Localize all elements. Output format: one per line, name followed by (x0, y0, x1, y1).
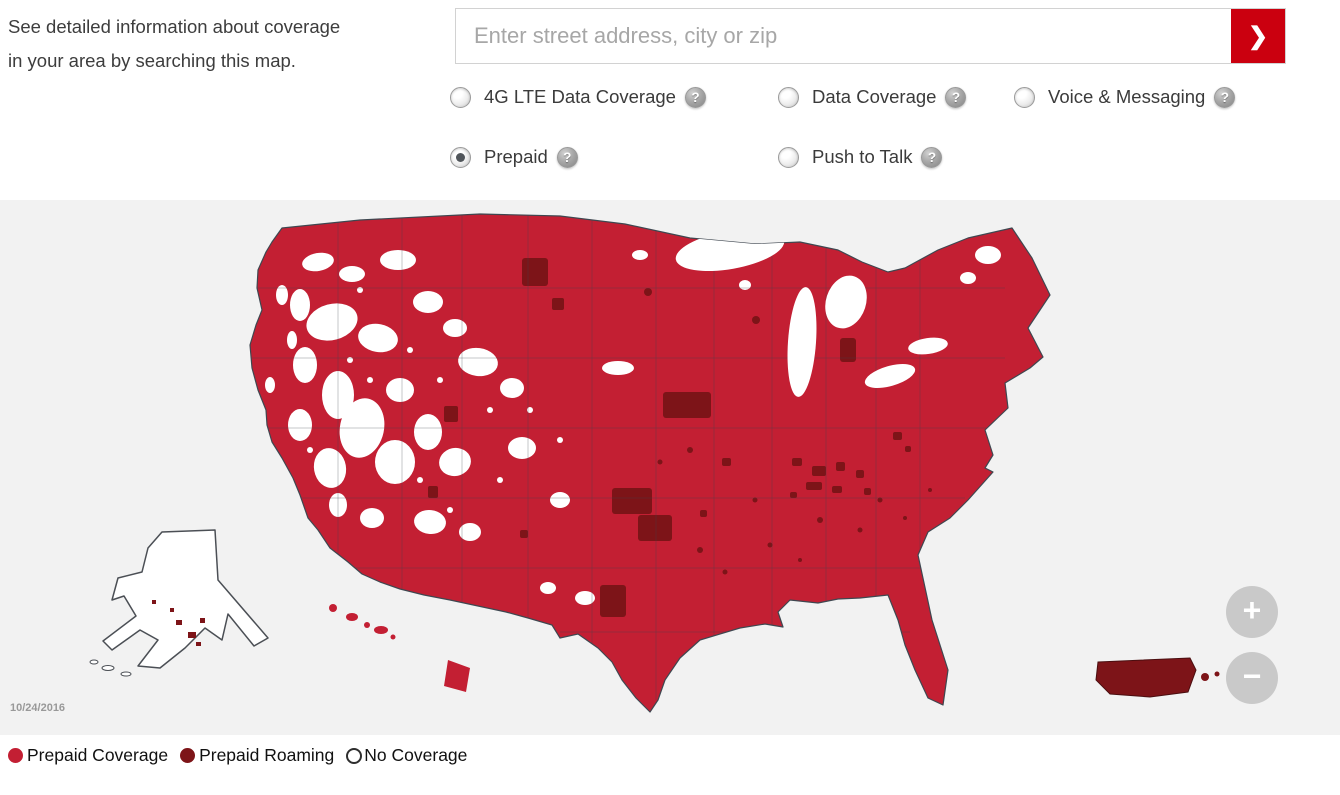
intro-line-1: See detailed information about coverage (8, 16, 341, 37)
plus-icon: + (1242, 592, 1262, 628)
search-submit-button[interactable]: ❯ (1231, 9, 1285, 63)
minus-icon: − (1242, 658, 1262, 694)
zoom-in-button[interactable]: + (1226, 586, 1278, 638)
search-bar: ❯ (455, 8, 1286, 64)
help-icon[interactable]: ? (921, 146, 943, 168)
radio-label: 4G LTE Data Coverage (484, 86, 676, 107)
map-date-stamp: 10/24/2016 (10, 702, 66, 714)
legend-label: Prepaid Coverage (27, 745, 169, 765)
coverage-map[interactable]: 10/24/2016 + − (0, 200, 1340, 735)
legend-item-no-coverage: No Coverage (346, 745, 467, 766)
radio-push-to-talk[interactable]: Push to Talk ? (778, 145, 943, 169)
radio-button-icon[interactable] (778, 86, 799, 108)
radio-label: Push to Talk (812, 146, 913, 167)
radio-prepaid[interactable]: Prepaid ? (450, 145, 578, 169)
radio-4g-lte-data-coverage[interactable]: 4G LTE Data Coverage ? (450, 85, 706, 109)
help-icon[interactable]: ? (945, 86, 967, 108)
roaming-patches (428, 258, 932, 617)
coverage-map-image (89, 213, 1220, 713)
zoom-out-button[interactable]: − (1226, 652, 1278, 704)
legend-item-prepaid-roaming: Prepaid Roaming (180, 745, 334, 766)
radio-button-icon[interactable] (450, 86, 471, 108)
coverage-dot-icon (8, 748, 23, 763)
chevron-right-icon: ❯ (1247, 22, 1269, 50)
puerto-rico-inset (1095, 657, 1220, 698)
radio-data-coverage[interactable]: Data Coverage ? (778, 85, 967, 109)
no-coverage-gaps (265, 246, 1001, 605)
no-coverage-dot-icon (346, 747, 363, 764)
search-input[interactable] (456, 9, 1285, 63)
intro-text: See detailed information about coverage … (8, 10, 340, 78)
radio-button-icon[interactable] (450, 146, 471, 168)
help-icon[interactable]: ? (1214, 86, 1236, 108)
radio-button-icon[interactable] (1014, 86, 1035, 108)
legend-label: No Coverage (364, 745, 468, 765)
intro-line-2: in your area by searching this map. (8, 50, 296, 71)
great-lakes (675, 228, 948, 397)
legend-label: Prepaid Roaming (199, 745, 335, 765)
map-legend: Prepaid Coverage Prepaid Roaming No Cove… (8, 745, 479, 766)
alaska-roaming-specks (152, 600, 205, 646)
help-icon[interactable]: ? (556, 146, 578, 168)
state-borders (252, 214, 1005, 700)
hawaii-inset (329, 604, 470, 692)
roaming-dot-icon (180, 748, 196, 763)
radio-label: Voice & Messaging (1048, 86, 1206, 107)
radio-button-icon[interactable] (778, 146, 799, 168)
radio-label: Prepaid (484, 146, 548, 167)
radio-label: Data Coverage (812, 86, 937, 107)
help-icon[interactable]: ? (684, 86, 706, 108)
alaska-inset (89, 529, 269, 677)
legend-item-prepaid-coverage: Prepaid Coverage (8, 745, 168, 766)
radio-voice-and-messaging[interactable]: Voice & Messaging ? (1014, 85, 1236, 109)
